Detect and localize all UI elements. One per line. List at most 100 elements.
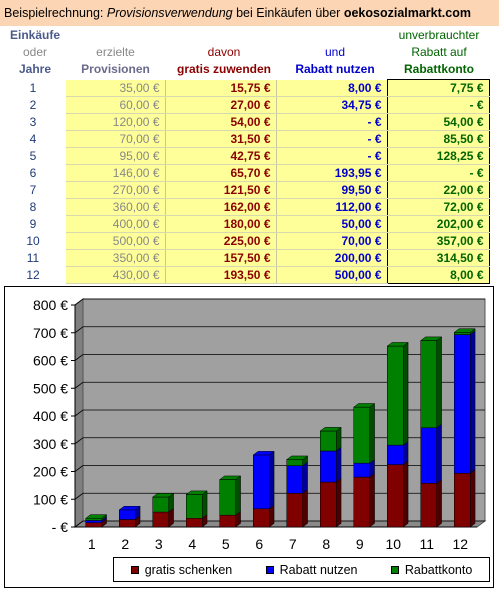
header-und: und bbox=[324, 45, 346, 59]
bar-top bbox=[386, 342, 409, 347]
cell-gratis: 157,50 € bbox=[165, 249, 277, 267]
header-provisionen: Provisionen bbox=[81, 62, 150, 76]
cell-rabattkonto: 22,00 € bbox=[387, 181, 490, 199]
cell-gratis: 121,50 € bbox=[165, 181, 277, 199]
cell-gratis: 27,00 € bbox=[165, 96, 277, 114]
bar-segment bbox=[286, 465, 303, 494]
bar-segment bbox=[320, 430, 337, 452]
bar-side bbox=[302, 489, 308, 528]
cell-rabatt: - € bbox=[276, 113, 388, 131]
legend-label-gratis: gratis schenken bbox=[144, 562, 233, 577]
cell-gratis: 31,50 € bbox=[165, 130, 277, 148]
table-row: 2 60,00 €27,00 €34,75 € - € bbox=[0, 96, 490, 114]
stacked-bar-chart: - € 100 € 200 € 300 € 400 € 500 € 600 € 700 € 80… bbox=[33, 297, 487, 552]
cell-rabattkonto: 72,00 € bbox=[387, 198, 490, 216]
bar-top bbox=[84, 514, 108, 519]
cell-year: 2 bbox=[0, 96, 66, 114]
gridline bbox=[74, 520, 485, 528]
legend-item-konto: Rabattkonto bbox=[390, 563, 472, 577]
bar-segment bbox=[387, 464, 404, 528]
bar-segment bbox=[85, 518, 102, 521]
bar-segment bbox=[85, 520, 102, 523]
bar-top bbox=[152, 493, 175, 498]
bar-side bbox=[235, 475, 241, 516]
bar-top bbox=[453, 328, 476, 333]
cell-year: 5 bbox=[0, 147, 66, 165]
cell-rabatt: - € bbox=[276, 147, 388, 165]
bar-segment bbox=[387, 345, 404, 446]
cell-gratis: 54,00 € bbox=[165, 113, 277, 131]
cell-rabattkonto: - € bbox=[387, 164, 490, 182]
gridline bbox=[74, 354, 485, 361]
legend-label-rabatt: Rabatt nutzen bbox=[279, 562, 358, 577]
cell-gratis: 162,00 € bbox=[165, 198, 277, 216]
header-unverbrauchter: unverbrauchter bbox=[398, 28, 480, 42]
bar-segment bbox=[152, 511, 169, 528]
table-row: 12 430,00 €193,50 €500,00 €8,00 € bbox=[0, 266, 490, 284]
bar-side bbox=[369, 403, 375, 464]
table-row: 10 500,00 €225,00 €70,00 €357,00 € bbox=[0, 232, 490, 250]
bar-segment bbox=[253, 508, 270, 528]
bar-segment bbox=[286, 459, 303, 466]
cell-rabattkonto: 7,75 € bbox=[387, 79, 490, 97]
bar-segment bbox=[119, 519, 136, 528]
gridline bbox=[74, 381, 485, 389]
bar-segment bbox=[219, 479, 236, 516]
gridline bbox=[74, 326, 485, 334]
cell-rabattkonto: 54,00 € bbox=[387, 113, 490, 131]
bar-segment bbox=[186, 518, 203, 528]
bar-side bbox=[470, 330, 476, 474]
bar-side bbox=[369, 472, 375, 528]
x-tick-label: 1 bbox=[88, 536, 96, 552]
gridline bbox=[74, 492, 485, 500]
cell-gratis: 193,50 € bbox=[165, 266, 277, 284]
cell-gratis: 180,00 € bbox=[165, 215, 277, 233]
gridline bbox=[74, 298, 485, 306]
bar-segment bbox=[420, 483, 437, 528]
x-tick-label: 6 bbox=[255, 536, 263, 552]
bar-top bbox=[319, 427, 342, 432]
legend-swatch-gratis bbox=[130, 565, 139, 574]
y-tick-label: 200 € bbox=[33, 464, 68, 480]
bar-segment bbox=[186, 494, 203, 519]
cell-rabattkonto: - € bbox=[387, 96, 490, 114]
chart-area: - € 100 € 200 € 300 € 400 € 500 € 600 € 700 € 80… bbox=[4, 286, 494, 588]
chart-legend: gratis schenken Rabatt nutzen Rabattkont… bbox=[113, 557, 490, 582]
header-rabatt-nutzen: Rabatt nutzen bbox=[295, 62, 375, 76]
gridline bbox=[74, 409, 485, 417]
bar-top bbox=[420, 336, 443, 341]
cell-year: 6 bbox=[0, 164, 66, 182]
bar-side bbox=[302, 461, 308, 494]
cell-provision: 500,00 € bbox=[66, 232, 166, 250]
bar-segment bbox=[353, 406, 370, 464]
x-tick-label: 8 bbox=[322, 536, 330, 552]
cell-rabatt: 34,75 € bbox=[276, 96, 388, 114]
bar-segment bbox=[454, 334, 471, 474]
bar-side bbox=[436, 423, 442, 484]
cell-year: 7 bbox=[0, 181, 66, 199]
gridline bbox=[74, 437, 485, 445]
cell-year: 1 bbox=[0, 79, 66, 97]
cell-rabattkonto: 314,50 € bbox=[387, 249, 490, 267]
bar-side bbox=[436, 479, 442, 528]
bar-top bbox=[219, 475, 242, 480]
bar-side bbox=[436, 336, 442, 429]
x-tick-label: 9 bbox=[356, 536, 364, 552]
cell-year: 9 bbox=[0, 215, 66, 233]
cell-provision: 400,00 € bbox=[66, 215, 166, 233]
cell-provision: 360,00 € bbox=[66, 198, 166, 216]
cell-rabatt: 193,95 € bbox=[276, 164, 388, 182]
cell-provision: 70,00 € bbox=[66, 130, 166, 148]
header-oder: oder bbox=[22, 45, 48, 59]
table-row: 9 400,00 €180,00 €50,00 €202,00 € bbox=[0, 215, 490, 233]
bar-segment bbox=[454, 473, 471, 528]
bar-segment bbox=[253, 454, 270, 510]
legend-swatch-rabatt bbox=[265, 565, 274, 574]
x-tick-label: 11 bbox=[419, 536, 434, 552]
bar-side bbox=[269, 450, 275, 510]
table-row: 6 146,00 €65,70 €193,95 € - € bbox=[0, 164, 490, 182]
bar-side bbox=[202, 490, 208, 519]
bar-side bbox=[403, 441, 409, 466]
cell-rabatt: 112,00 € bbox=[276, 198, 388, 216]
cell-gratis: 65,70 € bbox=[165, 164, 277, 182]
